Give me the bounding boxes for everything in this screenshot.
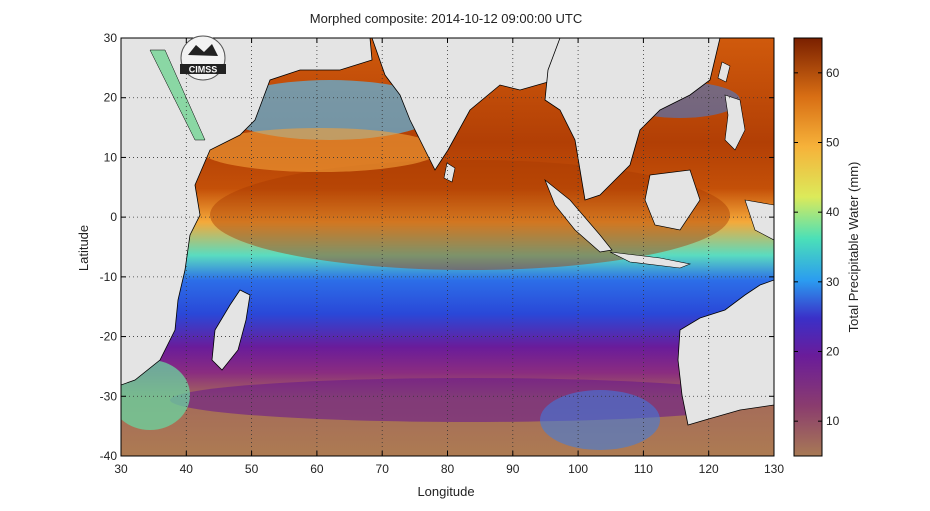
x-tick-label: 120 [699, 462, 719, 476]
land-java [609, 251, 692, 269]
figure-title: Morphed composite: 2014-10-12 09:00:00 U… [310, 11, 582, 26]
y-tick-label: 20 [104, 91, 118, 105]
y-tick-label: -40 [100, 449, 118, 463]
land-southeast-asia [544, 38, 721, 201]
x-tick-label: 60 [310, 462, 324, 476]
land-borneo [644, 169, 701, 231]
colorbar: 10 20 30 40 50 60 Total Precipitable Water (m… [793, 37, 861, 457]
land-taiwan [717, 61, 731, 83]
tpw-arabian-sea-dry [220, 80, 440, 140]
cimss-logo: CIMSS [180, 35, 226, 81]
x-tick-label: 70 [376, 462, 390, 476]
x-tick-label: 90 [506, 462, 520, 476]
land-red-sea [149, 49, 206, 141]
x-axis-label: Longitude [417, 484, 474, 499]
y-tick-label: 30 [104, 31, 118, 45]
land-australia [677, 279, 774, 426]
y-tick-label: 10 [104, 150, 118, 164]
colorbar-label: Total Precipitable Water (mm) [846, 162, 861, 333]
x-tick-label: 80 [441, 462, 455, 476]
y-tick-label: -10 [100, 270, 118, 284]
colorbar-tick-label: 60 [826, 66, 840, 80]
x-tick-label: 130 [764, 462, 784, 476]
map-panel [121, 38, 774, 456]
y-axis-label: Latitude [76, 225, 91, 271]
colorbar-gradient [793, 37, 823, 457]
colorbar-tick-label: 10 [826, 414, 840, 428]
x-tick-label: 40 [180, 462, 194, 476]
tpw-arabian-sea-mid [200, 128, 440, 172]
cimss-satellite-logo-icon [188, 44, 218, 56]
x-tick-label: 50 [245, 462, 259, 476]
y-axis: 30 20 10 0 -10 -20 -30 -40 [100, 31, 774, 463]
colorbar-tick-label: 30 [826, 275, 840, 289]
x-tick-label: 30 [114, 462, 128, 476]
land-africa-arabia [121, 38, 373, 386]
y-tick-label: -30 [100, 389, 118, 403]
colorbar-tick-label: 50 [826, 136, 840, 150]
y-tick-label: 0 [110, 210, 117, 224]
land-sri-lanka [443, 162, 456, 183]
tpw-dry-tongue [170, 378, 770, 422]
land-madagascar [211, 289, 251, 371]
land-new-guinea [744, 199, 774, 241]
x-axis: 30 40 50 60 70 80 90 100 110 120 130 [114, 38, 784, 476]
y-tick-label: -20 [100, 330, 118, 344]
map-grid [121, 38, 774, 456]
land-sumatra [544, 178, 613, 253]
colorbar-ticks: 10 20 30 40 50 60 [794, 66, 840, 428]
logo-banner [180, 64, 226, 74]
tpw-southern-blue [540, 390, 660, 450]
land-philippines [724, 94, 746, 151]
colorbar-tick-label: 20 [826, 345, 840, 359]
x-tick-label: 100 [568, 462, 588, 476]
x-tick-label: 110 [634, 462, 653, 476]
colorbar-tick-label: 40 [826, 205, 840, 219]
logo-text: CIMSS [189, 65, 218, 75]
